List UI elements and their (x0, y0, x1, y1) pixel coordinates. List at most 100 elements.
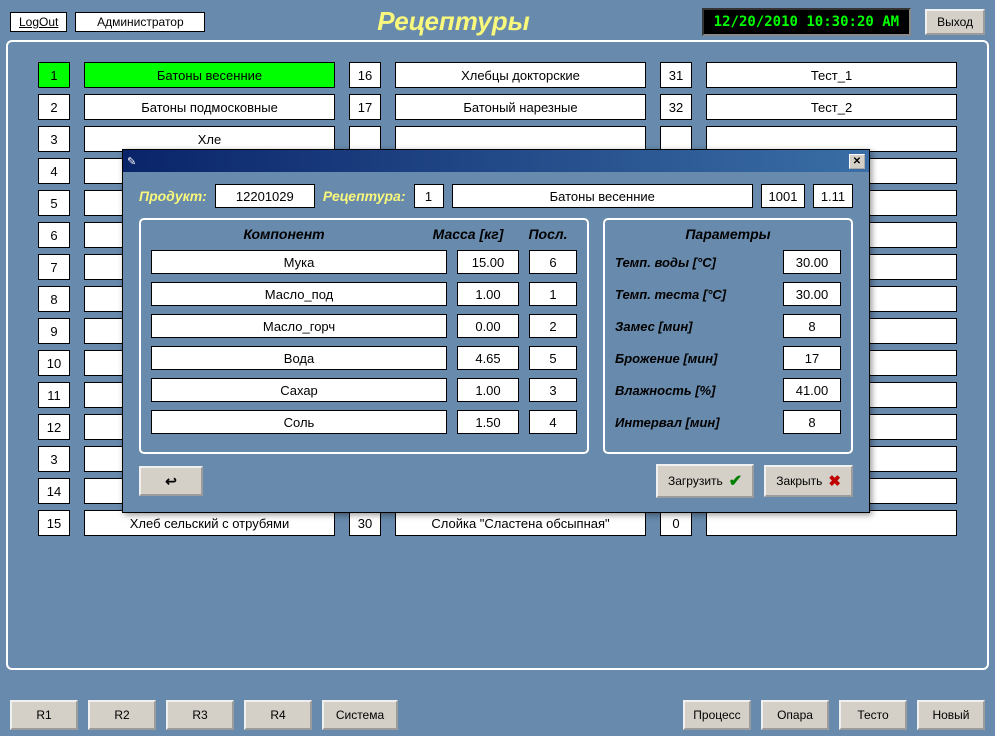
recipe-index-field[interactable]: 1 (414, 184, 444, 208)
recipe-number[interactable]: 30 (349, 510, 381, 536)
recipe-name[interactable]: Тест_1 (706, 62, 957, 88)
param-label: Замес [мин] (615, 319, 783, 334)
new-button[interactable]: Новый (917, 700, 985, 730)
code2-field[interactable]: 1.11 (813, 184, 853, 208)
r4-button[interactable]: R4 (244, 700, 312, 730)
recipe-name[interactable]: Батоны весенние (84, 62, 335, 88)
component-name[interactable]: Соль (151, 410, 447, 434)
recipe-name[interactable]: Слойка "Сластена обсыпная" (395, 510, 646, 536)
recipe-number[interactable]: 32 (660, 94, 692, 120)
app-icon: ✎ (127, 155, 136, 168)
r3-button[interactable]: R3 (166, 700, 234, 730)
recipe-name[interactable]: Хлебцы докторские (395, 62, 646, 88)
dialog-titlebar: ✎ ✕ (123, 150, 869, 172)
component-row: Соль 1.50 4 (151, 410, 577, 434)
load-button[interactable]: Загрузить ✔ (656, 464, 754, 498)
recipe-number[interactable]: 1 (38, 62, 70, 88)
recipe-name[interactable]: Хлеб сельский с отрубями (84, 510, 335, 536)
logout-button[interactable]: LogOut (10, 12, 67, 32)
recipe-number[interactable]: 8 (38, 286, 70, 312)
component-name[interactable]: Масло_горч (151, 314, 447, 338)
component-mass[interactable]: 4.65 (457, 346, 519, 370)
component-row: Вода 4.65 5 (151, 346, 577, 370)
param-value[interactable]: 30.00 (783, 282, 841, 306)
component-seq[interactable]: 6 (529, 250, 577, 274)
recipe-number[interactable]: 17 (349, 94, 381, 120)
component-row: Масло_горч 0.00 2 (151, 314, 577, 338)
system-button[interactable]: Система (322, 700, 398, 730)
component-row: Мука 15.00 6 (151, 250, 577, 274)
recipe-dialog: ✎ ✕ Продукт: 12201029 Рецептура: 1 Батон… (122, 149, 870, 513)
component-name[interactable]: Мука (151, 250, 447, 274)
param-value[interactable]: 41.00 (783, 378, 841, 402)
component-seq[interactable]: 3 (529, 378, 577, 402)
params-table: Параметры Темп. воды [°C]30.00 Темп. тест… (603, 218, 853, 454)
product-field[interactable]: 12201029 (215, 184, 315, 208)
recipe-number[interactable]: 16 (349, 62, 381, 88)
recipe-number[interactable]: 11 (38, 382, 70, 408)
component-name[interactable]: Масло_под (151, 282, 447, 306)
recipe-number[interactable]: 4 (38, 158, 70, 184)
dialog-header-row: Продукт: 12201029 Рецептура: 1 Батоны ве… (139, 184, 853, 208)
x-icon: ✖ (828, 472, 841, 490)
component-seq[interactable]: 4 (529, 410, 577, 434)
th-mass: Масса [кг] (427, 226, 509, 242)
param-row: Интервал [мин]8 (615, 410, 841, 434)
r2-button[interactable]: R2 (88, 700, 156, 730)
recipe-name-field[interactable]: Батоны весенние (452, 184, 753, 208)
code1-field[interactable]: 1001 (761, 184, 805, 208)
recipe-number[interactable]: 6 (38, 222, 70, 248)
close-label: Закрыть (776, 474, 822, 488)
param-row: Темп. воды [°C]30.00 (615, 250, 841, 274)
component-seq[interactable]: 5 (529, 346, 577, 370)
recipe-number[interactable]: 12 (38, 414, 70, 440)
back-button[interactable]: ↩ (139, 466, 203, 496)
product-label: Продукт: (139, 188, 207, 204)
recipe-number[interactable]: 2 (38, 94, 70, 120)
close-icon[interactable]: ✕ (849, 154, 865, 169)
recipe-number[interactable]: 10 (38, 350, 70, 376)
component-seq[interactable]: 2 (529, 314, 577, 338)
component-name[interactable]: Вода (151, 346, 447, 370)
component-mass[interactable]: 1.00 (457, 378, 519, 402)
component-mass[interactable]: 0.00 (457, 314, 519, 338)
recipe-name[interactable] (706, 510, 957, 536)
check-icon: ✔ (729, 471, 742, 491)
recipe-number[interactable]: 31 (660, 62, 692, 88)
r1-button[interactable]: R1 (10, 700, 78, 730)
param-value[interactable]: 30.00 (783, 250, 841, 274)
component-name[interactable]: Сахар (151, 378, 447, 402)
process-button[interactable]: Процесс (683, 700, 751, 730)
param-value[interactable]: 8 (783, 410, 841, 434)
recipe-number[interactable]: 15 (38, 510, 70, 536)
recipe-number[interactable]: 7 (38, 254, 70, 280)
param-label: Темп. теста [°C] (615, 287, 783, 302)
component-mass[interactable]: 15.00 (457, 250, 519, 274)
admin-button[interactable]: Администратор (75, 12, 205, 32)
recipe-number[interactable]: 3 (38, 446, 70, 472)
close-button[interactable]: Закрыть ✖ (764, 465, 853, 497)
component-seq[interactable]: 1 (529, 282, 577, 306)
clock-display: 12/20/2010 10:30:20 AM (702, 8, 911, 36)
recipe-number[interactable]: 5 (38, 190, 70, 216)
recipe-number[interactable]: 14 (38, 478, 70, 504)
back-icon: ↩ (165, 473, 177, 490)
component-row: Сахар 1.00 3 (151, 378, 577, 402)
opara-button[interactable]: Опара (761, 700, 829, 730)
components-table: Компонент Масса [кг] Посл. Мука15.006Мас… (139, 218, 589, 454)
recipe-name[interactable]: Батоны подмосковные (84, 94, 335, 120)
param-label: Влажность [%] (615, 383, 783, 398)
th-params: Параметры (615, 226, 841, 242)
recipe-name[interactable]: Тест_2 (706, 94, 957, 120)
testo-button[interactable]: Тесто (839, 700, 907, 730)
param-value[interactable]: 8 (783, 314, 841, 338)
recipe-number[interactable]: 3 (38, 126, 70, 152)
exit-button[interactable]: Выход (925, 9, 985, 35)
recipe-number[interactable]: 9 (38, 318, 70, 344)
param-label: Брожение [мин] (615, 351, 783, 366)
component-mass[interactable]: 1.50 (457, 410, 519, 434)
param-value[interactable]: 17 (783, 346, 841, 370)
recipe-name[interactable]: Батоный нарезные (395, 94, 646, 120)
component-mass[interactable]: 1.00 (457, 282, 519, 306)
recipe-number[interactable]: 0 (660, 510, 692, 536)
